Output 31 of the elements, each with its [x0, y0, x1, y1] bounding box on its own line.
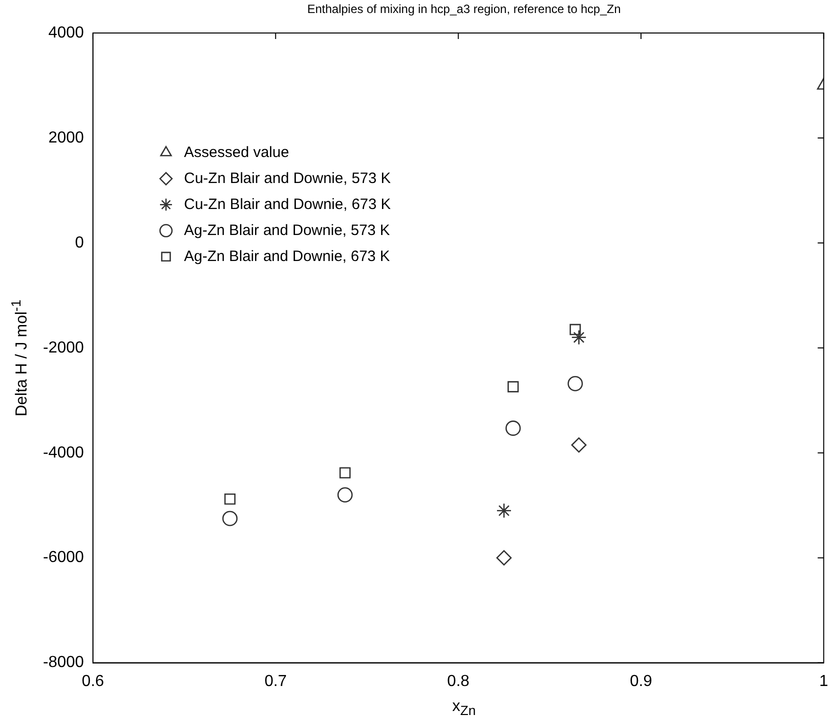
x-tick-label: 0.6: [82, 672, 104, 690]
legend-label: Assessed value: [184, 144, 290, 161]
point: [570, 324, 581, 336]
y-tick-label: -4000: [43, 444, 84, 462]
legend-label: Ag-Zn Blair and Downie, 573 K: [184, 222, 390, 239]
point: [571, 330, 587, 346]
point: [571, 437, 587, 453]
point: [508, 381, 519, 392]
x-axis-title: x$_{Zn}$: [451, 698, 477, 718]
y-tick-label: -2000: [43, 339, 84, 356]
y-tick-label: 2000: [48, 129, 84, 146]
x-tick-label: 0.7: [264, 672, 287, 690]
point: [496, 502, 512, 518]
x-tick-label: 0.8: [447, 672, 470, 690]
point: [505, 420, 521, 436]
y-tick-label: 4000: [48, 24, 84, 42]
y-tick-label: -6000: [43, 549, 84, 566]
chart-title: Enthalpies of mixing in hcp_a3 region, reference to hcp_Zn: [306, 2, 622, 16]
x-tick-label: 0.9: [630, 672, 652, 690]
y-tick-label: 0: [75, 234, 84, 252]
point: [337, 487, 353, 503]
legend-label: Cu-Zn Blair and Downie, 673 K: [184, 196, 391, 213]
legend-label: Cu-Zn Blair and Downie, 573 K: [184, 170, 391, 187]
legend-label: Ag-Zn Blair and Downie, 673 K: [184, 248, 390, 265]
point: [496, 550, 512, 566]
point: [222, 510, 238, 526]
x-tick-label: 1: [819, 672, 828, 690]
point: [339, 467, 351, 478]
point: [568, 376, 583, 392]
y-tick-label: -8000: [43, 654, 84, 672]
point: [224, 493, 236, 505]
